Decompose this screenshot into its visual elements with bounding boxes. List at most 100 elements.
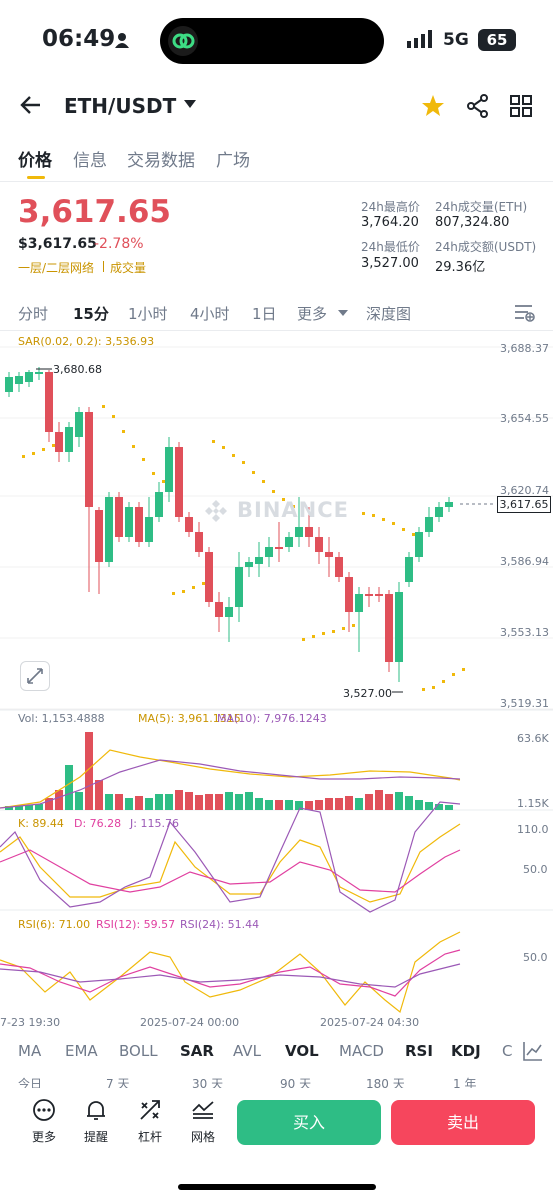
- volume-bar: [305, 801, 313, 810]
- pair-title[interactable]: ETH/USDT: [64, 94, 177, 118]
- vol-tick-high: 63.6K: [517, 732, 549, 745]
- interval-4h[interactable]: 4小时: [190, 305, 230, 323]
- volume-bar: [175, 790, 183, 810]
- candle-body: [135, 507, 143, 542]
- sar-dot: [232, 454, 235, 457]
- vol-usdt-value: 29.36亿: [435, 260, 486, 275]
- volume-bar: [95, 780, 103, 810]
- alert-button[interactable]: 提醒: [76, 1098, 116, 1145]
- ind-more[interactable]: C: [502, 1042, 513, 1060]
- candle-body: [105, 497, 113, 562]
- volume-bar: [225, 792, 233, 810]
- ind-kdj[interactable]: KDJ: [451, 1042, 481, 1060]
- candle-body: [275, 547, 283, 549]
- volume-bar: [445, 805, 453, 810]
- ind-rsi[interactable]: RSI: [405, 1042, 433, 1060]
- fullscreen-button[interactable]: [20, 661, 50, 691]
- time-tick-1: 7-23 19:30: [0, 1016, 61, 1029]
- ind-boll[interactable]: BOLL: [119, 1042, 158, 1060]
- vol-eth-value: 807,324.80: [435, 215, 510, 230]
- interval-more[interactable]: 更多: [297, 305, 328, 323]
- rsi-tick-mid: 50.0: [523, 951, 548, 964]
- ind-avl[interactable]: AVL: [233, 1042, 261, 1060]
- current-price-tag: 3,617.65: [497, 496, 551, 513]
- price-change: -2.78%: [94, 236, 144, 252]
- period-7d[interactable]: 7 天: [106, 1077, 130, 1091]
- kdj-j-label: J: 115.76: [130, 817, 179, 830]
- volume-bar: [195, 795, 203, 810]
- rsi12-line: [0, 949, 461, 997]
- vol-label: Vol: 1,153.4888: [18, 712, 105, 725]
- volume-bar: [85, 732, 93, 810]
- sar-dot: [402, 528, 405, 531]
- ind-macd[interactable]: MACD: [339, 1042, 384, 1060]
- chart-settings-icon[interactable]: [514, 303, 536, 323]
- interval-1h[interactable]: 1小时: [128, 305, 168, 323]
- tab-price[interactable]: 价格: [18, 151, 52, 171]
- grid-menu-icon[interactable]: [510, 95, 532, 117]
- y-tick-6: 3,519.31: [500, 697, 549, 710]
- kdj-tick-high: 110.0: [517, 823, 549, 836]
- more-button[interactable]: 更多: [24, 1098, 64, 1145]
- interval-depth[interactable]: 深度图: [366, 305, 412, 323]
- pair-dropdown-icon[interactable]: [184, 100, 196, 110]
- y-tick-2: 3,654.55: [500, 412, 549, 425]
- rsi12-label: RSI(12): 59.57: [96, 918, 176, 931]
- period-1y[interactable]: 1 年: [453, 1077, 477, 1091]
- y-tick-4: 3,586.94: [500, 555, 549, 568]
- sar-dot: [452, 673, 455, 676]
- period-today[interactable]: 今日: [18, 1077, 43, 1091]
- leverage-icon: [140, 1100, 160, 1120]
- ind-vol[interactable]: VOL: [285, 1042, 319, 1060]
- ma5-line: [0, 749, 461, 809]
- candle-body: [55, 432, 63, 452]
- indicator-settings-icon[interactable]: [523, 1041, 543, 1061]
- volume-bar: [325, 798, 333, 810]
- back-arrow-icon[interactable]: [20, 95, 42, 115]
- y-tick-3: 3,620.74: [500, 484, 549, 497]
- candle-body: [125, 507, 133, 537]
- sar-dot: [382, 518, 385, 521]
- candle-body: [405, 557, 413, 582]
- kline-chart[interactable]: [0, 332, 553, 1032]
- tag-layer-network[interactable]: 一层/二层网络: [18, 261, 95, 275]
- ind-ma[interactable]: MA: [18, 1042, 42, 1060]
- interval-line[interactable]: 分时: [18, 305, 49, 323]
- leverage-button[interactable]: 杠杆: [130, 1098, 170, 1145]
- sar-dot: [222, 446, 225, 449]
- volume-bar: [395, 792, 403, 810]
- candle-body: [435, 507, 443, 517]
- candle-body: [155, 492, 163, 517]
- tab-info[interactable]: 信息: [73, 151, 107, 171]
- period-180d[interactable]: 180 天: [366, 1077, 405, 1091]
- favorite-star-icon[interactable]: [421, 94, 445, 118]
- ind-ema[interactable]: EMA: [65, 1042, 98, 1060]
- sar-dot: [412, 533, 415, 536]
- volume-bar: [135, 796, 143, 810]
- interval-1d[interactable]: 1日: [252, 305, 277, 323]
- volume-bar: [45, 798, 53, 810]
- tab-square[interactable]: 广场: [216, 151, 250, 171]
- grid-button[interactable]: 网格: [183, 1098, 223, 1145]
- tab-trading-data[interactable]: 交易数据: [127, 151, 195, 171]
- sar-dot: [432, 686, 435, 689]
- more-dropdown-icon[interactable]: [338, 310, 348, 318]
- sar-dot: [372, 514, 375, 517]
- share-icon[interactable]: [466, 94, 490, 118]
- ind-sar[interactable]: SAR: [180, 1042, 214, 1060]
- volume-bar: [375, 790, 383, 810]
- tag-volume[interactable]: 成交量: [110, 261, 147, 275]
- interval-15m[interactable]: 15分: [73, 305, 109, 323]
- period-30d[interactable]: 30 天: [192, 1077, 224, 1091]
- rsi24-label: RSI(24): 51.44: [180, 918, 260, 931]
- sar-dot: [122, 430, 125, 433]
- candle-body: [95, 510, 103, 562]
- buy-button[interactable]: 买入: [237, 1100, 381, 1145]
- volume-bar: [415, 800, 423, 810]
- candle-body: [45, 372, 53, 432]
- candle-body: [355, 594, 363, 612]
- period-90d[interactable]: 90 天: [280, 1077, 312, 1091]
- sell-button[interactable]: 卖出: [391, 1100, 535, 1145]
- low-label: 24h最低价: [361, 240, 420, 254]
- tabs-divider: [0, 181, 553, 182]
